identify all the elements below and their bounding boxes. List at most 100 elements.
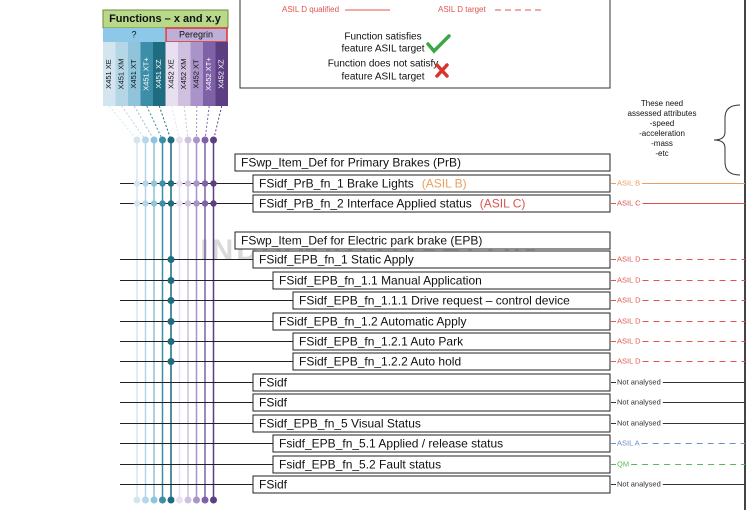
- row-dot: [167, 256, 175, 263]
- column-label: X451 XT: [129, 59, 138, 89]
- column-label: X451 XZ: [154, 59, 163, 89]
- column-box: [215, 42, 228, 106]
- row-dot: [167, 318, 175, 325]
- column-dot: [176, 496, 183, 504]
- row-label-text: FSidf: [259, 478, 288, 492]
- row-box: [272, 455, 611, 474]
- row-dot: [133, 200, 141, 207]
- row-label: Fsidf_EPB_fn_5.2 Fault status: [279, 458, 441, 472]
- row-label-text: FSidf_EPB_fn_1 Static Apply: [259, 253, 414, 267]
- row-label: FSwp_Item_Def for Primary Brakes (PrB): [241, 156, 461, 170]
- row-dot: [150, 200, 158, 207]
- note-line: -mass: [651, 139, 673, 148]
- row-status: ASIL B: [617, 178, 640, 187]
- row-dot: [176, 200, 183, 207]
- row-label-text: FSidf_EPB_fn_1.2.2 Auto hold: [299, 355, 461, 369]
- row-dot: [142, 200, 149, 207]
- column-box: [115, 42, 128, 106]
- row-label-text: FSidf_EPB_fn_5 Visual Status: [259, 417, 421, 431]
- row-dot: [142, 180, 149, 187]
- note-line: -acceleration: [639, 129, 685, 138]
- row-box: [252, 194, 611, 213]
- legend-qualified: ASIL D qualified: [282, 5, 339, 14]
- legend-not-satisfies: Function does not satisfy: [328, 59, 439, 70]
- header-title: Functions – x and x.y: [109, 13, 222, 25]
- row-label: FSidf_EPB_fn_1 Static Apply: [259, 253, 414, 267]
- column-connector: [133, 105, 155, 141]
- column-dot: [184, 496, 192, 504]
- column-connector: [108, 105, 138, 141]
- row-label: FSidf_EPB_fn_1.2.2 Auto hold: [299, 355, 461, 369]
- row-dot: [193, 180, 200, 187]
- row-box: [234, 153, 611, 172]
- column-box: [128, 42, 141, 106]
- legend-target: ASIL D target: [438, 5, 487, 14]
- column-box: [103, 42, 116, 106]
- column-label: X451 XM: [117, 59, 126, 90]
- row-dot: [184, 200, 192, 207]
- row-dot: [150, 180, 158, 187]
- row-label-text: FSidf_EPB_fn_1.1.1 Drive request – contr…: [299, 294, 570, 308]
- cross-icon: [435, 63, 449, 78]
- row-dot: [201, 180, 209, 187]
- brace: [713, 104, 741, 176]
- row-dot: [176, 180, 183, 187]
- column-box: [190, 42, 203, 106]
- column-label: X452 XT+: [204, 57, 213, 91]
- row-dot: [159, 180, 166, 187]
- column-label: X451 XT+: [142, 57, 151, 91]
- row-label-text: FSidf_EPB_fn_1.2.1 Auto Park: [299, 335, 464, 349]
- column-connector: [171, 105, 180, 141]
- row-label: FSidf_EPB_fn_5 Visual Status: [259, 417, 421, 431]
- row-dot: [210, 200, 217, 207]
- row-box: [272, 434, 611, 453]
- row-label: FSidf_EPB_fn_1.1 Manual Application: [279, 274, 482, 288]
- note-line: -etc: [655, 149, 668, 158]
- column-box: [165, 42, 178, 106]
- row-status: Not analysed: [617, 377, 661, 386]
- column-dot: [150, 136, 158, 144]
- row-dot: [167, 277, 175, 284]
- column-dot: [159, 136, 166, 144]
- column-dot: [167, 496, 175, 504]
- column-dot: [193, 496, 200, 504]
- column-dot: [142, 496, 149, 504]
- column-box: [153, 42, 166, 106]
- column-label: X452 XT: [192, 59, 201, 89]
- row-box: [252, 414, 611, 433]
- column-box: [140, 42, 153, 106]
- row-status: ASIL A: [617, 438, 640, 447]
- column-connector: [183, 105, 189, 141]
- row-label: FSwp_Item_Def for Electric park brake (E…: [241, 234, 482, 248]
- row-box: [252, 393, 611, 412]
- check-icon: [426, 34, 451, 54]
- row-status: QM: [617, 459, 629, 468]
- row-label: FSidf_EPB_fn_1.2 Automatic Apply: [279, 315, 466, 329]
- row-box: [272, 312, 611, 331]
- row-status: Not analysed: [617, 418, 661, 427]
- row-dot: [210, 180, 217, 187]
- note-line: -speed: [650, 119, 674, 128]
- row-dot: [167, 338, 175, 345]
- row-label: FSidf: [259, 478, 288, 492]
- row-dot: [167, 180, 175, 187]
- row-label: FSidf_EPB_fn_1.1.1 Drive request – contr…: [299, 294, 570, 308]
- column-connector: [213, 105, 223, 141]
- row-status: Not analysed: [617, 397, 661, 406]
- column-label: X451 XE: [104, 59, 113, 89]
- row-status: ASIL D: [617, 254, 641, 263]
- row-label: FSidf_PrB_fn_1 Brake Lights (ASIL B): [259, 177, 467, 191]
- note-line: These need: [641, 99, 683, 108]
- column-label: X452 XE: [167, 59, 176, 89]
- column-dot: [201, 496, 209, 504]
- column-dot: [210, 496, 217, 504]
- row-label-text: FSidf_PrB_fn_1 Brake Lights: [259, 177, 414, 191]
- row-label-text: FSidf: [259, 376, 288, 390]
- row-label-text: FSidf_PrB_fn_2 Interface Applied status: [259, 197, 472, 211]
- row-label-text: FSidf_EPB_fn_1.2 Automatic Apply: [279, 315, 466, 329]
- column-dot: [133, 136, 141, 144]
- column-dot: [159, 496, 166, 504]
- column-label: X452 XM: [179, 59, 188, 90]
- row-label-text: FSwp_Item_Def for Primary Brakes (PrB): [241, 156, 461, 170]
